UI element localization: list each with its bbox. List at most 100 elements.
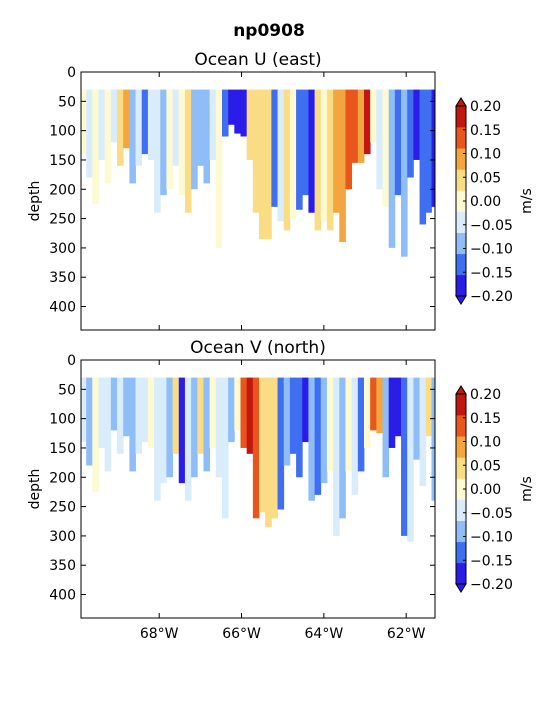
data-column — [129, 89, 136, 184]
y-tick-label: 400 — [49, 588, 76, 604]
colorbar: −0.20 −0.15 −0.10 −0.05 0.00 0.05 0.10 0.15 0.20… — [455, 385, 535, 593]
data-column — [407, 89, 414, 178]
colorbar-tick-label: 0.15 — [470, 123, 501, 139]
colorbar-segment — [456, 499, 466, 521]
colorbar-tick-label: 0.05 — [470, 170, 501, 186]
data-column — [357, 377, 365, 472]
data-column — [394, 89, 402, 196]
data-column — [388, 89, 396, 248]
data-column — [376, 377, 383, 434]
data-column — [326, 89, 334, 231]
colorbar-tick-label: 0.10 — [470, 435, 501, 451]
data-column — [289, 89, 297, 219]
data-column — [314, 377, 322, 495]
y-tick-label: 50 — [58, 94, 76, 110]
data-column — [234, 89, 241, 134]
y-tick-label: 50 — [58, 382, 76, 398]
colorbar-tick-label: 0.20 — [470, 99, 501, 115]
data-column — [277, 377, 285, 510]
colorbar-extend-max — [455, 385, 467, 395]
data-column — [123, 377, 130, 437]
data-column — [191, 89, 198, 190]
data-column — [203, 89, 211, 184]
colorbar-extend-min — [455, 583, 467, 593]
axes-frame — [80, 359, 436, 619]
data-column — [110, 89, 118, 143]
colorbar-segment — [456, 169, 466, 191]
data-column — [339, 377, 346, 519]
data-column — [92, 89, 99, 204]
y-tick-label: 150 — [49, 441, 76, 457]
y-tick-label: 350 — [49, 558, 76, 574]
data-column — [376, 89, 383, 190]
colorbar-tick-label: −0.05 — [470, 506, 513, 522]
data-column — [117, 89, 124, 166]
data-column — [246, 89, 254, 160]
data-column — [345, 89, 353, 190]
data-column — [172, 377, 180, 454]
colorbar-tick-label: −0.20 — [470, 289, 513, 305]
y-tick-label: 0 — [67, 65, 76, 81]
data-column — [271, 377, 278, 519]
data-column — [388, 377, 396, 448]
colorbar-tick-label: −0.15 — [470, 265, 513, 281]
data-column — [419, 377, 427, 487]
x-tick-label: 62°W — [387, 626, 426, 642]
data-column — [370, 89, 377, 143]
data-column — [147, 89, 155, 160]
data-column — [81, 377, 87, 443]
colorbar-tick-label: 0.00 — [470, 194, 501, 210]
data-column — [283, 89, 291, 231]
data-column — [314, 89, 322, 231]
colorbar-tick-label: −0.20 — [470, 577, 513, 593]
axes-frame — [80, 71, 436, 331]
data-column — [431, 89, 435, 207]
data-column — [425, 377, 432, 437]
data-column — [296, 377, 303, 478]
data-columns — [81, 377, 435, 542]
data-column — [296, 89, 303, 210]
data-column — [339, 89, 346, 243]
data-column — [117, 377, 124, 454]
data-column — [184, 89, 192, 213]
colorbar-tick-label: 0.00 — [470, 482, 501, 498]
data-column — [160, 377, 167, 484]
data-column — [259, 377, 266, 513]
colorbar-segment — [456, 148, 466, 170]
data-column — [110, 377, 118, 431]
data-column — [333, 377, 340, 536]
data-column — [172, 89, 180, 166]
y-tick-label: 300 — [49, 241, 76, 257]
data-column — [271, 89, 278, 207]
y-tick-label: 250 — [49, 212, 76, 228]
data-column — [394, 377, 402, 437]
data-column — [215, 89, 223, 248]
figure-title: np0908 — [233, 21, 305, 41]
data-column — [215, 377, 223, 478]
data-column — [240, 377, 248, 448]
data-column — [302, 377, 309, 443]
colorbar-segment — [456, 211, 466, 233]
colorbar-segment — [456, 190, 466, 212]
colorbar-segment — [456, 541, 466, 564]
data-column — [413, 377, 420, 460]
data-column — [209, 89, 217, 160]
y-tick-label: 200 — [49, 470, 76, 486]
data-column — [104, 377, 112, 472]
data-column — [277, 89, 285, 222]
data-column — [246, 377, 254, 454]
data-column — [382, 89, 390, 207]
data-column — [135, 377, 143, 454]
data-column — [370, 377, 377, 431]
data-column — [166, 89, 173, 190]
data-column — [104, 89, 112, 184]
colorbar-extend-min — [455, 295, 467, 305]
panel-ocean-u: Ocean U (east) 0 50 100 150 200 250 300 350 400 de… — [27, 50, 535, 331]
data-column — [160, 89, 167, 196]
colorbar: −0.20 −0.15 −0.10 −0.05 0.00 0.05 0.10 0.15 0.20… — [455, 97, 535, 305]
colorbar-segment — [456, 394, 466, 416]
data-column — [221, 377, 229, 519]
y-tick-label: 300 — [49, 529, 76, 545]
y-tick-label: 200 — [49, 182, 76, 198]
data-column — [234, 377, 241, 431]
